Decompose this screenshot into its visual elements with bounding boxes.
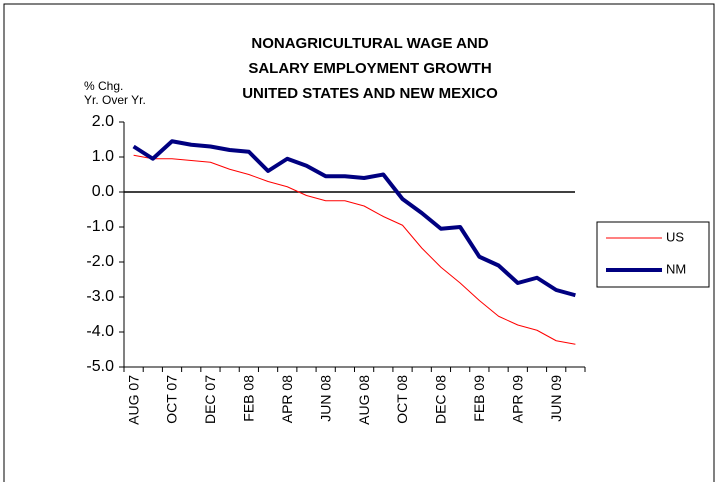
x-tick-label: AUG 08 [356,375,372,425]
series-line [133,154,576,345]
chart-title: SALARY EMPLOYMENT GROWTH [248,60,491,77]
y-tick-label: 2.0 [92,113,114,130]
y-tick-label: -1.0 [86,218,114,235]
x-tick-label: OCT 07 [164,375,180,424]
y-tick-label: -4.0 [86,323,114,340]
x-tick-label: JUN 09 [548,375,564,422]
x-tick-label: APR 08 [279,375,295,423]
x-tick-label: DEC 08 [433,375,449,424]
x-tick-label: JUN 08 [317,375,333,422]
y-axis-label: Yr. Over Yr. [84,93,146,107]
y-tick-label: 1.0 [92,148,114,165]
x-tick-label: AUG 07 [125,375,141,425]
legend-label: US [666,229,684,244]
y-tick-label: -2.0 [86,253,114,270]
chart-title: UNITED STATES AND NEW MEXICO [242,85,498,102]
x-tick-label: FEB 08 [241,375,257,422]
x-tick-label: DEC 07 [202,375,218,424]
legend-label: NM [666,261,686,276]
x-tick-label: OCT 08 [394,375,410,424]
frame [3,3,715,482]
series-line [132,139,576,298]
x-tick-label: FEB 09 [471,375,487,422]
chart-title: NONAGRICULTURAL WAGE AND [251,35,488,52]
y-tick-label: -3.0 [86,288,114,305]
legend [596,221,710,288]
y-axis-label: % Chg. [84,79,123,93]
y-tick-label: -5.0 [86,358,114,375]
x-tick-label: APR 09 [509,375,525,423]
y-tick-label: 0.0 [92,183,114,200]
